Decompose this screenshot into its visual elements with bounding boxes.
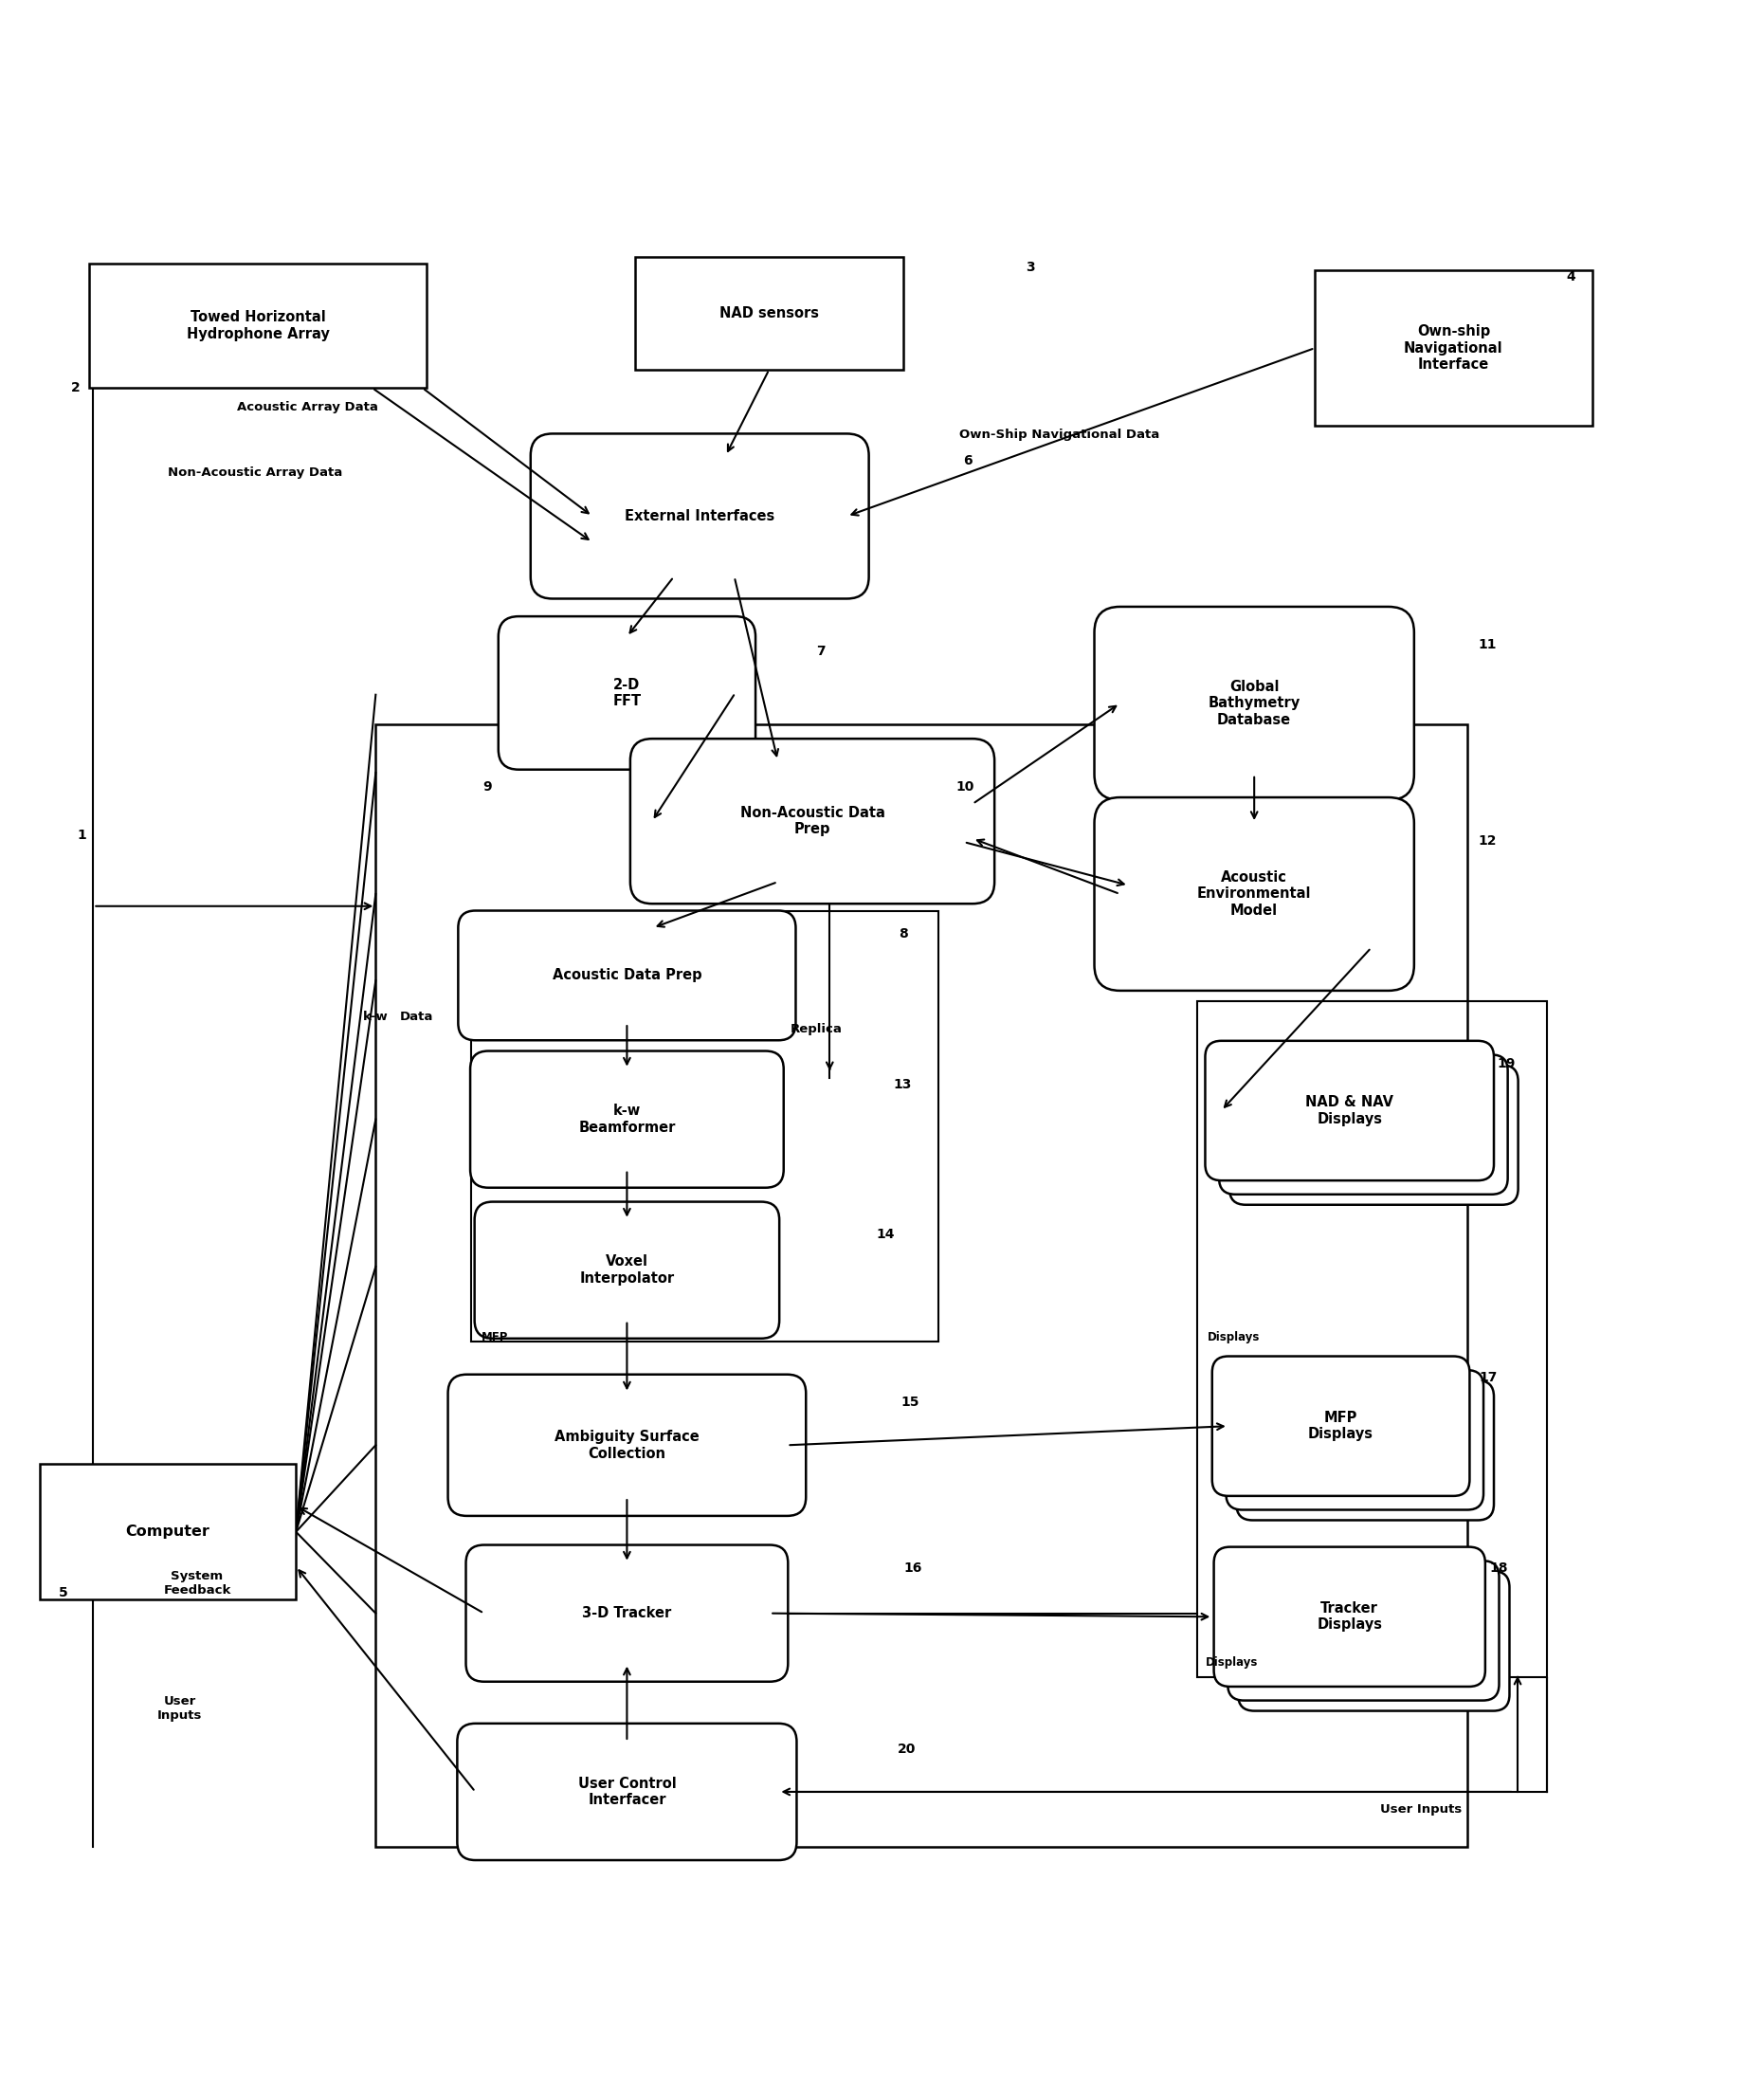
FancyBboxPatch shape [498,617,756,769]
Text: Ambiguity Surface
Collection: Ambiguity Surface Collection [555,1430,700,1460]
Bar [40,1464,297,1600]
Text: 16: 16 [904,1562,922,1575]
Text: User Inputs: User Inputs [1381,1804,1461,1814]
Text: 15: 15 [901,1397,918,1409]
FancyBboxPatch shape [1238,1571,1510,1712]
Text: 5: 5 [59,1586,68,1600]
FancyBboxPatch shape [1219,1054,1509,1195]
Text: Own-Ship Navigational Data: Own-Ship Navigational Data [960,428,1159,441]
Text: System
Feedback: System Feedback [164,1571,230,1596]
FancyBboxPatch shape [1095,798,1414,991]
FancyBboxPatch shape [457,1724,796,1861]
FancyBboxPatch shape [1227,1560,1500,1701]
Text: NAD sensors: NAD sensors [719,307,819,321]
Bar [636,256,903,370]
Text: Non-Acoustic Data
Prep: Non-Acoustic Data Prep [740,806,885,836]
FancyBboxPatch shape [1205,1042,1495,1180]
Bar [89,262,426,388]
Text: 17: 17 [1479,1371,1498,1384]
Text: Acoustic Array Data: Acoustic Array Data [237,401,379,414]
Text: Computer: Computer [126,1525,210,1539]
Text: 3: 3 [1025,260,1035,273]
Text: Voxel
Interpolator: Voxel Interpolator [580,1256,674,1285]
Text: 4: 4 [1566,271,1575,284]
FancyBboxPatch shape [470,1050,784,1189]
FancyBboxPatch shape [1226,1369,1484,1510]
Text: Displays: Displays [1208,1331,1261,1344]
Text: MFP
Displays: MFP Displays [1308,1411,1374,1441]
Text: 9: 9 [484,781,492,794]
FancyBboxPatch shape [1236,1380,1495,1520]
FancyBboxPatch shape [1212,1357,1470,1495]
Text: 14: 14 [876,1226,896,1241]
Text: NAD & NAV
Displays: NAD & NAV Displays [1306,1096,1393,1126]
Bar [375,724,1467,1848]
Text: 11: 11 [1477,638,1496,651]
Text: Data: Data [400,1010,433,1023]
Text: 2: 2 [70,382,80,395]
Bar [471,911,939,1342]
Text: Replica: Replica [789,1023,842,1035]
Text: Acoustic Data Prep: Acoustic Data Prep [552,968,702,983]
Bar [1315,271,1592,426]
FancyBboxPatch shape [1095,607,1414,800]
Text: 20: 20 [897,1743,915,1756]
FancyBboxPatch shape [630,739,995,903]
Text: MFP: MFP [482,1331,508,1344]
FancyBboxPatch shape [531,435,870,598]
Text: External Interfaces: External Interfaces [625,508,775,523]
Text: Towed Horizontal
Hydrophone Array: Towed Horizontal Hydrophone Array [187,311,330,340]
Text: 6: 6 [964,454,973,468]
Text: 18: 18 [1489,1562,1509,1575]
FancyBboxPatch shape [449,1376,807,1516]
Text: Acoustic
Environmental
Model: Acoustic Environmental Model [1198,869,1311,918]
FancyBboxPatch shape [457,911,796,1040]
FancyBboxPatch shape [1229,1065,1517,1205]
Text: 19: 19 [1496,1058,1516,1071]
FancyBboxPatch shape [1213,1548,1486,1686]
Text: User Control
Interfacer: User Control Interfacer [578,1777,676,1808]
Text: Tracker
Displays: Tracker Displays [1316,1602,1383,1632]
Text: 2-D
FFT: 2-D FFT [613,678,641,708]
FancyBboxPatch shape [475,1201,779,1338]
Text: Displays: Displays [1206,1657,1259,1670]
Bar [1198,1002,1547,1678]
Text: 10: 10 [957,781,974,794]
FancyBboxPatch shape [466,1546,787,1682]
Text: 8: 8 [899,928,908,941]
Text: k-w
Beamformer: k-w Beamformer [578,1105,676,1134]
Text: Own-ship
Navigational
Interface: Own-ship Navigational Interface [1404,323,1503,372]
Text: 7: 7 [815,645,824,657]
Text: 1: 1 [77,830,87,842]
Text: 3-D Tracker: 3-D Tracker [581,1607,672,1621]
Text: 13: 13 [894,1077,911,1092]
Text: k-w: k-w [363,1010,388,1023]
Text: User
Inputs: User Inputs [157,1695,203,1722]
Text: 12: 12 [1477,834,1496,846]
Text: Non-Acoustic Array Data: Non-Acoustic Array Data [168,466,342,479]
Text: Global
Bathymetry
Database: Global Bathymetry Database [1208,680,1301,727]
